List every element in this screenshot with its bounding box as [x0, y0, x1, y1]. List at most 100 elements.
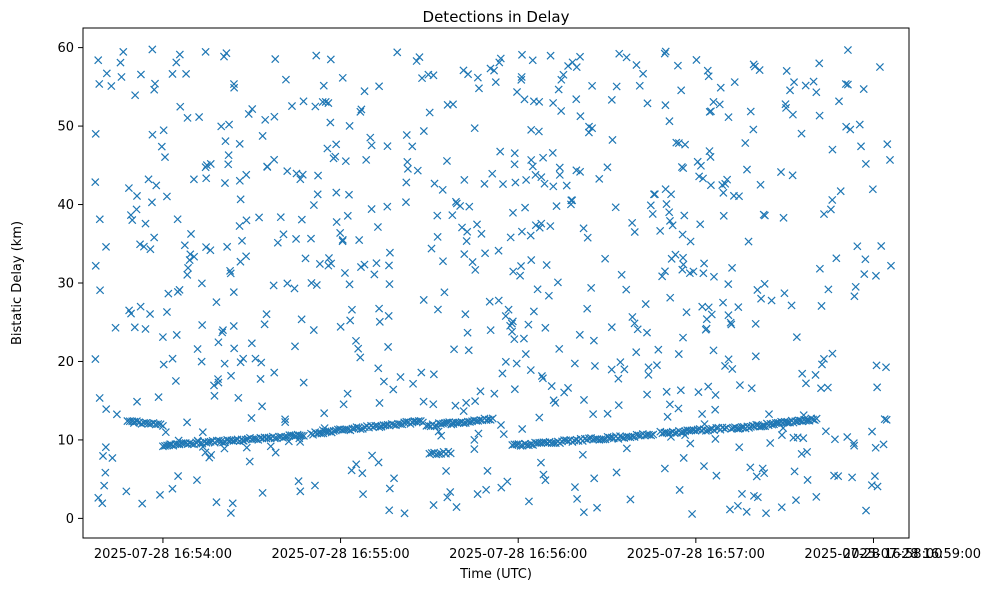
data-point [266, 442, 275, 451]
data-point [136, 240, 145, 249]
data-point [419, 295, 428, 304]
data-point [384, 342, 393, 351]
data-point [527, 256, 536, 265]
data-point [429, 370, 438, 379]
data-point [663, 412, 672, 421]
data-point [276, 213, 285, 222]
data-point [516, 271, 525, 280]
data-point [570, 359, 579, 368]
data-point [451, 401, 460, 410]
data-point [801, 379, 810, 388]
data-point [741, 139, 750, 148]
data-point [665, 208, 674, 217]
data-point [501, 357, 510, 366]
data-point [855, 120, 864, 129]
data-point [853, 242, 862, 251]
data-point [542, 261, 551, 270]
data-point-track [446, 449, 455, 458]
data-point [622, 444, 631, 453]
data-point [526, 366, 535, 375]
data-point [718, 181, 727, 190]
data-point [384, 261, 393, 270]
data-point [190, 252, 199, 261]
data-point [573, 494, 582, 503]
data-point [622, 53, 631, 62]
x-tick: 2025-07-28 16:55:00 [272, 538, 410, 562]
data-point [180, 241, 189, 250]
data-point [91, 178, 100, 187]
data-point [815, 264, 824, 273]
data-point [650, 190, 659, 199]
data-point [512, 87, 522, 97]
data-point [830, 471, 839, 480]
data-point [343, 211, 352, 220]
data-point-track [703, 426, 713, 435]
data-point [583, 233, 592, 242]
x-tick-label: 2025-07-28 16:58:00 [804, 547, 942, 562]
data-point [318, 426, 327, 435]
data-point [91, 355, 100, 364]
data-point [383, 142, 392, 151]
data-point [764, 410, 774, 419]
data-point [815, 59, 824, 68]
data-point [237, 236, 247, 245]
data-point [776, 168, 786, 177]
data-point-track [812, 414, 821, 423]
data-point [553, 278, 562, 287]
data-point [152, 181, 161, 190]
data-point [438, 185, 447, 194]
data-point [817, 301, 826, 310]
data-point [590, 474, 599, 483]
data-point [658, 272, 667, 281]
data-point [209, 381, 219, 390]
data-point [510, 149, 519, 158]
data-point [477, 229, 486, 238]
data-point [314, 171, 323, 180]
data-point [789, 78, 799, 87]
data-point [562, 181, 571, 190]
data-point [320, 409, 329, 418]
data-point [442, 466, 451, 476]
data-point [546, 222, 555, 231]
x-tick: 2025-07-28 16:58:00 [804, 538, 943, 562]
data-point [463, 328, 472, 337]
data-point [742, 165, 752, 174]
data-point [224, 151, 233, 160]
data-point [541, 476, 550, 485]
data-point [803, 475, 812, 484]
data-point-track [356, 425, 365, 434]
data-point [792, 333, 801, 342]
data-point-track [459, 419, 468, 428]
data-point [704, 72, 713, 81]
data-point [402, 178, 411, 187]
data-point [213, 375, 223, 384]
data-point [667, 190, 676, 199]
data-point-track [137, 419, 146, 428]
data-point [688, 509, 697, 519]
data-point [481, 249, 490, 258]
data-point [247, 339, 256, 348]
data-point [579, 224, 588, 233]
data-point [886, 261, 896, 270]
data-point [433, 211, 442, 220]
data-point [668, 221, 677, 230]
data-point [150, 233, 159, 242]
data-point [758, 464, 767, 473]
data-point [877, 241, 886, 251]
data-point [296, 175, 305, 184]
data-point [760, 279, 769, 288]
data-point [465, 202, 474, 211]
data-point [633, 325, 642, 334]
data-point-track [158, 421, 167, 430]
data-point [529, 307, 538, 316]
data-point [620, 365, 629, 374]
data-point [486, 64, 495, 73]
data-point [393, 48, 402, 57]
data-point [150, 79, 160, 88]
data-point [470, 435, 479, 444]
data-point [356, 263, 365, 272]
data-point [202, 174, 211, 183]
data-point [867, 427, 877, 436]
data-point [202, 243, 211, 252]
data-point [728, 364, 737, 374]
